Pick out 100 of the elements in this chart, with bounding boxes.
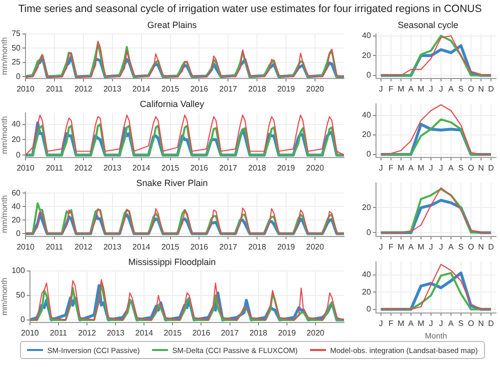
x-tick-label: 2020: [306, 328, 325, 338]
x-tick-label: J: [428, 163, 433, 172]
x-tick-label: 2019: [277, 163, 296, 172]
x-tick-label: 2017: [219, 163, 238, 172]
y-tick-label: 40: [12, 202, 22, 211]
x-tick-label: 2018: [248, 242, 267, 252]
y-tick-label: 0: [16, 228, 22, 238]
x-tick-label: O: [468, 84, 474, 94]
y-tick-label: 20: [12, 215, 22, 224]
x-tick-label: 2013: [106, 328, 126, 338]
x-tick-label: 2015: [161, 163, 180, 172]
y-tick-label: 40: [362, 30, 372, 40]
x-tick-label: 2019: [277, 242, 296, 252]
y-tick-label: 0: [16, 72, 22, 81]
chart-title: Mississippi Floodplain: [128, 256, 216, 267]
y-tick-label: 0: [366, 70, 372, 80]
x-tick-label: A: [448, 163, 454, 172]
x-tick-label: J: [428, 318, 433, 328]
x-tick-label: A: [448, 84, 454, 94]
x-tick-label: M: [398, 318, 405, 328]
x-tick-label: 2014: [135, 328, 154, 338]
x-tick-label: 2015: [161, 84, 180, 94]
x-tick-label: O: [468, 163, 474, 172]
y-tick-label: 0: [366, 304, 372, 314]
y-axis-title: mm/month: [0, 37, 10, 75]
y-axis-title: mm/month: [0, 278, 10, 316]
x-tick-label: S: [458, 242, 464, 252]
x-tick-label: D: [488, 84, 494, 94]
x-tick-label: M: [418, 84, 425, 94]
x-tick-label: A: [408, 242, 414, 252]
y-tick-label: 40: [362, 110, 372, 120]
chart-title: Snake River Plain: [136, 178, 208, 188]
chart-title: California Valley: [140, 98, 205, 109]
x-tick-label: J: [438, 318, 443, 328]
x-tick-label: N: [478, 242, 484, 252]
y-tick-label: 0: [366, 228, 372, 237]
x-tick-label: 2019: [277, 84, 296, 94]
x-tick-label: 2012: [74, 84, 93, 94]
x-tick-label: 2013: [103, 242, 122, 252]
x-axis-title: Month: [424, 331, 448, 340]
x-tick-label: 2015: [164, 328, 182, 338]
x-tick-label: J: [438, 163, 443, 172]
x-tick-label: J: [378, 242, 383, 252]
x-tick-label: 2017: [219, 84, 238, 94]
x-tick-label: 2010: [16, 242, 35, 252]
x-tick-label: 2010: [21, 328, 40, 338]
x-tick-label: 2016: [190, 163, 209, 172]
x-tick-label: S: [458, 163, 464, 172]
x-tick-label: N: [478, 318, 484, 328]
x-tick-label: A: [408, 318, 414, 328]
x-tick-label: M: [418, 318, 425, 328]
x-tick-label: 2017: [220, 328, 240, 338]
x-tick-label: 2011: [46, 163, 64, 172]
x-tick-label: D: [488, 318, 494, 328]
x-tick-label: 2018: [248, 84, 267, 94]
x-tick-label: 2018: [248, 163, 267, 172]
chart-title: Seasonal cycle: [398, 20, 458, 30]
x-tick-label: 2010: [16, 163, 35, 172]
y-tick-label: 0: [16, 150, 22, 160]
x-tick-label: 2011: [46, 84, 64, 94]
y-tick-label: 60: [12, 188, 22, 198]
x-tick-label: 2011: [50, 328, 68, 338]
x-tick-label: 2013: [103, 163, 122, 172]
y-tick-label: 20: [362, 202, 372, 212]
y-tick-label: 20: [362, 287, 372, 296]
x-tick-label: A: [448, 242, 454, 252]
x-tick-label: D: [488, 163, 494, 172]
y-tick-label: 20: [362, 50, 372, 60]
x-tick-label: F: [388, 84, 394, 94]
x-tick-label: 2014: [132, 163, 151, 172]
x-tick-label: S: [458, 84, 464, 94]
x-tick-label: A: [448, 318, 454, 328]
y-tick-label: 25: [12, 58, 22, 67]
y-tick-label: 20: [362, 130, 372, 140]
x-tick-label: 2020: [306, 163, 324, 172]
x-tick-label: J: [428, 242, 433, 252]
x-tick-label: 2013: [103, 84, 122, 94]
y-tick-label: 20: [12, 134, 22, 144]
y-tick-label: 40: [12, 120, 22, 129]
x-tick-label: M: [418, 242, 425, 252]
x-tick-label: 2017: [219, 242, 238, 252]
x-tick-label: 2012: [74, 163, 93, 172]
x-tick-label: 2016: [190, 242, 209, 252]
x-tick-label: J: [378, 84, 383, 94]
x-tick-label: S: [458, 318, 464, 328]
y-tick-label: 50: [16, 290, 26, 300]
x-tick-label: O: [468, 242, 474, 252]
x-tick-label: J: [438, 84, 443, 94]
x-tick-label: D: [488, 242, 494, 252]
chart-title: Time series and seasonal cycle of irrigation water use estimates for four irrigated regions in CONUS: [17, 3, 483, 15]
x-tick-label: M: [398, 242, 405, 252]
y-tick-label: 50: [12, 43, 22, 52]
x-tick-label: 2010: [16, 84, 35, 94]
x-tick-label: M: [398, 163, 405, 172]
x-tick-label: A: [408, 163, 414, 172]
x-tick-label: 2014: [132, 84, 151, 94]
x-tick-label: 2018: [249, 328, 268, 338]
x-tick-label: 2016: [190, 84, 209, 94]
x-tick-label: 2020: [306, 84, 324, 94]
x-tick-label: 2014: [132, 242, 151, 252]
